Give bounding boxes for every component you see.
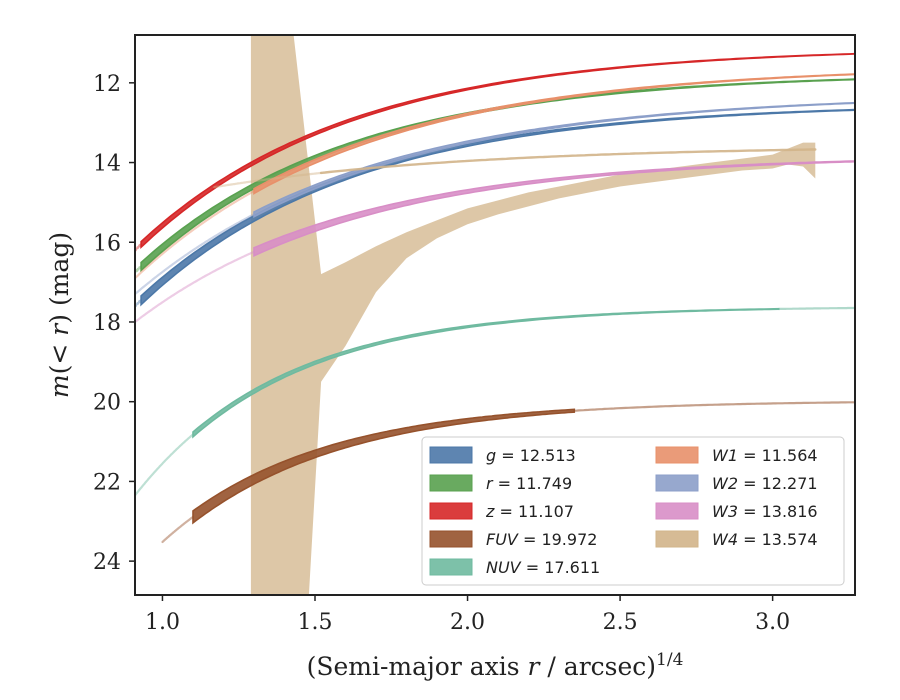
legend-label: W2 = 12.271 <box>712 474 818 493</box>
y-tick-label: 20 <box>93 391 121 416</box>
series-6-band <box>253 101 855 218</box>
x-tick-label: 1.5 <box>298 610 333 635</box>
series-7-faded-start <box>135 250 256 324</box>
legend-swatch <box>655 474 699 492</box>
y-tick-label: 22 <box>93 470 121 495</box>
y-tick-label: 16 <box>93 231 121 256</box>
legend-swatch <box>429 502 473 520</box>
chart-data-layer <box>135 35 855 595</box>
x-axis: 1.0 1.5 2.0 2.5 3.0 <box>145 595 790 635</box>
x-tick-label: 2.0 <box>450 610 485 635</box>
series-w4-band <box>250 35 816 595</box>
plot-area-frame <box>134 34 856 596</box>
series-3-band <box>192 408 576 525</box>
legend-label: z = 11.107 <box>485 502 574 521</box>
series-2-band <box>140 52 855 250</box>
legend-label: g = 12.513 <box>486 446 576 465</box>
legend-swatch <box>655 446 699 464</box>
series-7-band <box>253 160 855 258</box>
series-6-faded-start <box>135 213 256 296</box>
series-3-faded-end <box>573 401 855 412</box>
series-8-line <box>319 148 817 175</box>
legend-swatch <box>655 530 699 548</box>
y-axis: 12 14 16 18 20 22 24 <box>93 72 135 575</box>
x-tick-label: 2.5 <box>603 610 638 635</box>
legend-label: W4 = 13.574 <box>712 530 818 549</box>
legend-swatch <box>429 530 473 548</box>
x-axis-title: (Semi-major axis r / arcsec)1/4 <box>307 650 684 681</box>
legend-swatch <box>429 446 473 464</box>
legend-label: NUV = 17.611 <box>486 558 600 577</box>
y-axis-title: m(< r) (mag) <box>45 232 74 398</box>
series-4-faded-start <box>135 433 195 497</box>
series-8-faded-start <box>213 171 323 189</box>
y-tick-label: 12 <box>93 72 121 97</box>
legend-swatch <box>429 474 473 492</box>
legend-box <box>421 436 845 586</box>
series-3-faded-start <box>161 515 195 544</box>
y-tick-label: 14 <box>93 152 121 177</box>
series-5-band <box>253 73 855 195</box>
series-1-faded-start <box>135 265 143 274</box>
x-tick-label: 3.0 <box>755 610 790 635</box>
legend: g = 12.513 r = 11.749 z = 11.107 FUV = 19.9… <box>421 436 845 586</box>
legend-label: FUV = 19.972 <box>486 530 597 549</box>
y-tick-label: 24 <box>93 550 121 575</box>
legend-label: W3 = 13.816 <box>712 502 818 521</box>
series-4-faded-end <box>777 306 855 311</box>
series-5-faded-start <box>135 190 256 280</box>
legend-swatch <box>655 502 699 520</box>
x-tick-label: 1.0 <box>145 610 180 635</box>
legend-label: r = 11.749 <box>486 474 572 493</box>
legend-label: W1 = 11.564 <box>712 446 818 465</box>
y-tick-label: 18 <box>93 311 121 336</box>
legend-swatch <box>429 558 473 576</box>
